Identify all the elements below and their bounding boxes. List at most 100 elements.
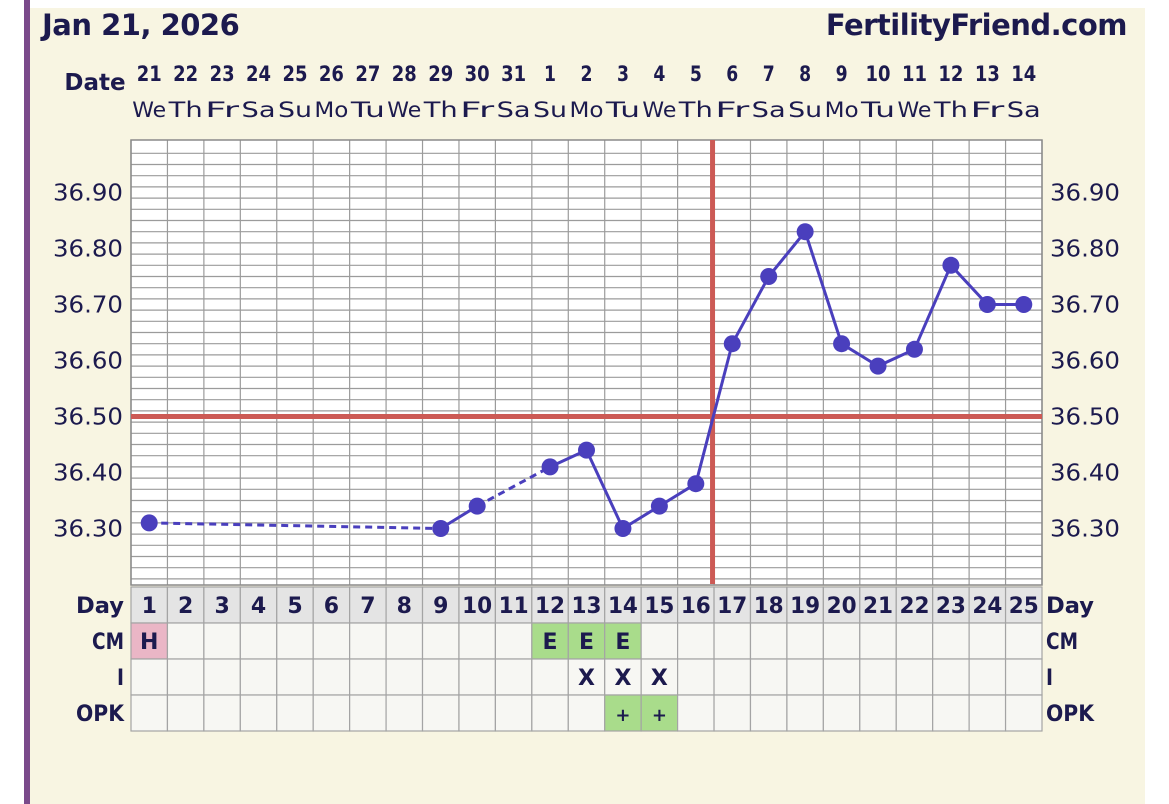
- y-tick-label-left: 36.60: [53, 349, 123, 375]
- y-tick-label-left: 36.40: [53, 461, 123, 487]
- date-label: 10: [866, 62, 891, 86]
- temperature-point: [650, 497, 668, 515]
- intercourse-cell: [385, 658, 424, 696]
- temperature-point: [468, 497, 486, 515]
- date-label: 3: [617, 62, 629, 86]
- temperature-line-segment: [585, 449, 625, 530]
- weekday-label: We: [642, 98, 676, 122]
- weekday-label: Mo: [825, 98, 859, 122]
- weekday-label: Fr: [460, 98, 495, 122]
- date-label: 12: [938, 62, 963, 86]
- date-label: 31: [501, 62, 526, 86]
- weekday-label: Mo: [314, 98, 348, 122]
- opk-cell: [749, 694, 788, 732]
- weekday-label: Fr: [205, 98, 240, 122]
- intercourse-cell: [676, 658, 715, 696]
- day-cell-value: 6: [324, 594, 339, 619]
- opk-cell: [421, 694, 460, 732]
- intercourse-cell: [458, 658, 496, 696]
- intercourse-cell: [494, 658, 533, 696]
- date-label: 24: [246, 62, 271, 86]
- intercourse-cell: [349, 658, 387, 696]
- intercourse-cell: [203, 658, 241, 696]
- date-label: 22: [173, 62, 198, 86]
- opk-cell: [166, 694, 205, 732]
- day-cell-value: 11: [499, 594, 529, 619]
- date-label: 9: [836, 62, 848, 86]
- cm-cell-value: E: [543, 630, 558, 655]
- day-cell: [130, 586, 169, 624]
- intercourse-cell: [713, 658, 752, 696]
- intercourse-cell: [276, 658, 314, 696]
- cm-cell: [312, 622, 351, 660]
- opk-cell: [822, 694, 861, 732]
- day-cell: [749, 586, 788, 624]
- y-tick-label-left: 36.70: [53, 293, 123, 319]
- date-label: 8: [799, 62, 811, 86]
- y-tick-label-right: 36.90: [1050, 181, 1120, 207]
- weekday-label: Tu: [349, 98, 384, 122]
- site-name: FertilityFriend.com: [825, 8, 1128, 42]
- opk-cell: [786, 694, 824, 732]
- date-label: 6: [726, 62, 738, 86]
- date-label: 29: [428, 62, 453, 86]
- opk-cell-value: +: [652, 705, 667, 726]
- weekday-label: Su: [533, 98, 567, 122]
- weekday-label: Sa: [752, 98, 786, 122]
- temperature-point: [905, 340, 923, 358]
- opk-cell: [713, 694, 752, 732]
- y-tick-label-right: 36.70: [1050, 293, 1120, 319]
- temperature-point: [942, 256, 960, 274]
- weekday-label: Sa: [497, 98, 531, 122]
- weekday-label: Mo: [570, 98, 604, 122]
- cm-cell: [604, 622, 642, 660]
- temperature-point: [869, 357, 887, 375]
- cm-cell: [749, 622, 788, 660]
- intercourse-cell: [749, 658, 788, 696]
- opk-cell: [932, 694, 970, 732]
- day-cell-value: 21: [863, 594, 893, 619]
- chart-date: Jan 21, 2026: [42, 8, 240, 42]
- weekday-label: We: [387, 98, 421, 122]
- day-cell: [312, 586, 351, 624]
- row-label-right: CM: [1046, 630, 1078, 655]
- cm-cell: [676, 622, 715, 660]
- day-cell-value: 9: [433, 594, 448, 619]
- cm-cell: [494, 622, 533, 660]
- temperature-point: [796, 223, 814, 241]
- cm-cell: [239, 622, 278, 660]
- opk-cell: [494, 694, 533, 732]
- temperature-line-segment: [803, 231, 844, 345]
- weekday-label: Sa: [242, 98, 276, 122]
- day-cell-value: 4: [251, 594, 266, 619]
- day-cell: [385, 586, 424, 624]
- cm-cell: [130, 622, 169, 660]
- day-cell-value: 15: [644, 594, 674, 619]
- cm-cell: [640, 622, 679, 660]
- day-cell-value: 2: [178, 594, 193, 619]
- day-cell: [786, 586, 824, 624]
- opk-cell: [349, 694, 387, 732]
- opk-cell: [385, 694, 424, 732]
- day-cell-value: 20: [827, 594, 857, 619]
- opk-cell: [676, 694, 715, 732]
- day-cell: [531, 586, 569, 624]
- temperature-line-dashed-segment: [476, 465, 551, 508]
- weekday-label: Th: [678, 98, 713, 122]
- cm-cell: [1004, 622, 1043, 660]
- y-tick-label-left: 36.90: [53, 181, 123, 207]
- row-label-left: I: [117, 666, 124, 691]
- weekday-label: Fr: [715, 98, 750, 122]
- opk-cell: [130, 694, 169, 732]
- day-cell-value: 12: [535, 594, 565, 619]
- day-cell-value: 23: [936, 594, 966, 619]
- opk-cell: [239, 694, 278, 732]
- row-label-left: CM: [92, 630, 124, 655]
- intercourse-cell: [604, 658, 642, 696]
- day-cell: [458, 586, 496, 624]
- intercourse-cell: [822, 658, 861, 696]
- cm-cell: [713, 622, 752, 660]
- y-tick-label-left: 36.50: [53, 405, 123, 431]
- date-label: 14: [1011, 62, 1036, 86]
